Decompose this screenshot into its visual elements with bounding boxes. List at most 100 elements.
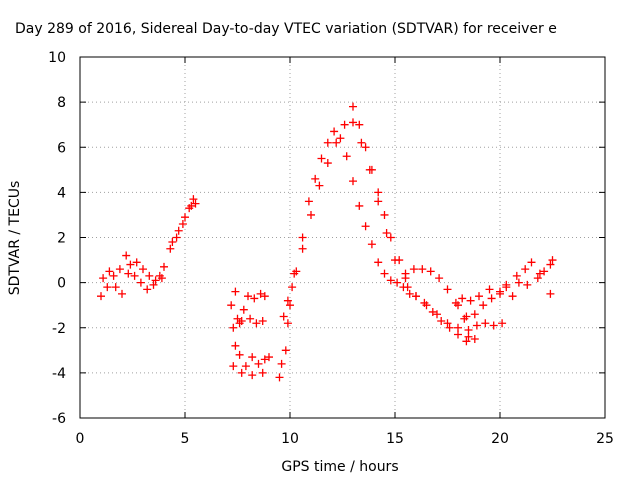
data-point (426, 267, 435, 276)
data-point (462, 312, 471, 321)
data-point (151, 276, 160, 285)
data-point (172, 233, 181, 242)
x-tick-label: 0 (76, 431, 85, 447)
data-point (508, 292, 517, 301)
data-point (422, 301, 431, 310)
data-point (481, 319, 490, 328)
data-point (464, 326, 473, 335)
y-tick-label: 4 (57, 185, 66, 201)
data-point (292, 267, 301, 276)
grid (80, 57, 605, 418)
x-tick-label: 20 (491, 431, 509, 447)
y-tick-label: -6 (52, 411, 66, 427)
data-point (286, 301, 294, 310)
data-point (160, 262, 168, 271)
data-point (367, 240, 376, 249)
data-point (502, 280, 511, 289)
data-point (265, 353, 273, 362)
data-point (443, 285, 452, 294)
data-point (317, 154, 326, 163)
data-point (374, 197, 383, 206)
data-point (401, 269, 410, 278)
data-point (403, 283, 412, 292)
data-point (115, 265, 124, 274)
data-point (323, 138, 332, 147)
data-point (428, 307, 437, 316)
data-point (227, 301, 236, 310)
data-point (380, 210, 389, 219)
data-point (168, 238, 177, 247)
data-point (235, 350, 244, 359)
data-point (132, 258, 141, 267)
data-point (336, 134, 345, 143)
data-point (332, 138, 341, 147)
data-point (99, 274, 108, 283)
data-point (548, 256, 557, 265)
data-point (260, 355, 269, 364)
data-point (248, 353, 257, 362)
data-point (157, 274, 166, 283)
data-point (433, 310, 441, 319)
data-point (136, 278, 145, 287)
data-point (149, 280, 158, 289)
data-point (105, 267, 114, 276)
data-point (540, 267, 549, 276)
data-point (418, 265, 427, 274)
data-point (445, 323, 454, 332)
y-tick-label: 2 (57, 231, 66, 247)
data-point (498, 319, 507, 328)
chart-title: Day 289 of 2016, Sidereal Day-to-day VTE… (15, 21, 557, 37)
data-point (470, 335, 479, 344)
data-point (443, 319, 452, 328)
data-point (454, 323, 462, 332)
data-point (288, 283, 297, 292)
data-point (489, 321, 498, 330)
data-point (231, 287, 240, 296)
data-point (130, 271, 139, 280)
data-point (118, 289, 126, 298)
data-point (462, 337, 471, 346)
data-point (512, 271, 521, 280)
y-axis-label: SDTVAR / TECUs (7, 181, 23, 296)
data-point (340, 120, 349, 129)
data-point (258, 316, 267, 325)
data-point (229, 362, 238, 371)
data-point (279, 312, 288, 321)
data-point (145, 271, 154, 280)
data-point (393, 278, 402, 287)
data-point (458, 294, 467, 303)
data-point (124, 269, 133, 278)
data-point (239, 305, 248, 314)
data-point (535, 269, 544, 278)
data-point (254, 359, 263, 368)
x-tick-label: 10 (281, 431, 299, 447)
data-point (283, 296, 292, 305)
data-point (496, 289, 504, 298)
data-point (103, 283, 112, 292)
data-point (395, 256, 404, 265)
data-point (178, 219, 187, 228)
data-point (382, 228, 391, 237)
data-point (523, 280, 532, 289)
data-point (109, 271, 118, 280)
y-tick-label: 6 (57, 140, 66, 156)
data-point (298, 244, 307, 253)
data-point (311, 174, 320, 183)
data-point (248, 371, 257, 380)
data-point (298, 233, 307, 242)
data-point (361, 143, 370, 152)
data-point (464, 332, 473, 341)
data-point (323, 159, 332, 168)
data-point (405, 289, 414, 298)
data-point (330, 127, 339, 136)
data-point (355, 120, 364, 129)
data-point (143, 285, 152, 294)
data-point (281, 346, 290, 355)
data-point (472, 321, 481, 330)
data-point (487, 294, 496, 303)
data-point (229, 323, 238, 332)
data-point (485, 285, 494, 294)
data-point (191, 199, 200, 208)
data-point (466, 296, 475, 305)
